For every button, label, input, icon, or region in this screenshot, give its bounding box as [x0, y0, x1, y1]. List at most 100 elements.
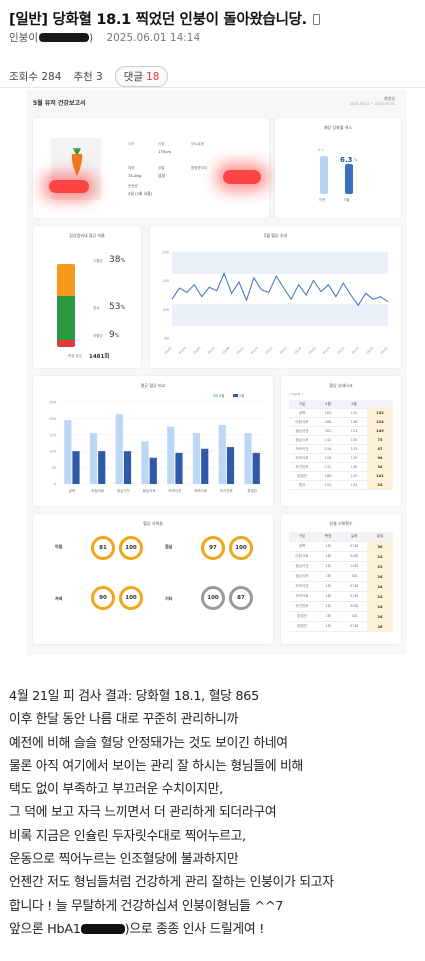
avg-x-label: 공복 — [69, 488, 76, 493]
table-cell: 133 — [350, 483, 358, 487]
avg-bar-a — [115, 414, 123, 484]
table-cell: 26 — [367, 622, 393, 631]
post-title: [일반] 당화혈 18.1 찍었던 인붕이 돌아왔습니당. — [9, 8, 320, 29]
report-title: 5월 유저 건강보고서 — [33, 100, 86, 107]
body-line: 운동으로 찍어누르는 인조혈당에 불과하지만 — [9, 852, 239, 868]
goal-title: 혈당 기록율 — [143, 521, 163, 526]
field-label-5: 당뇨유형 — [191, 142, 204, 146]
avg-bar-b — [226, 447, 235, 484]
table-row: 저녁식전 1회 31회 24 — [289, 582, 393, 592]
table-cell: 1회 — [325, 624, 331, 628]
avg-y-label: 50 — [52, 466, 56, 470]
table-cell: 24 — [367, 582, 393, 591]
table-row: 자기전후 1회 30회 24 — [289, 602, 393, 612]
table-cell: 점심식후 — [295, 574, 309, 578]
field-label-3: 성별 — [158, 166, 165, 170]
table-cell: 1회 — [325, 614, 331, 618]
goal-ring: 81 — [91, 536, 115, 560]
body-line: 그 덕에 보고 자극 느끼면서 더 관리하게 되더라구여 — [9, 805, 277, 821]
post-date: 2025.06.01 14:14 — [106, 32, 201, 44]
goal-ring: 87 — [229, 586, 253, 610]
table-cell: 점심식전 — [295, 564, 309, 568]
table-cell: 268 — [324, 420, 332, 424]
table-cell: 124 — [367, 418, 393, 426]
table-cell: 153 — [350, 429, 358, 433]
table-row: 평균 154 133 24 — [289, 481, 393, 490]
comment-count-button[interactable]: 댓글 18 — [114, 66, 169, 87]
table-row: 아침식후 268 136 124 — [289, 418, 393, 427]
trend-x-label: 05/03 — [178, 346, 187, 355]
record-card: 연결 기록횟수 구분 목표 실제 달성 공복 1회 31회 30 아침식후 1회 30회 24 점심식전… — [281, 514, 401, 644]
detail-card: 혈당 상세비교 ( mg/dL ) 구분 4월 5월 공복 164 132 132 아침식후 2… — [281, 376, 401, 506]
avg-y-label: 250 — [49, 401, 56, 405]
hba1c-title: 예상 당화혈 색소 — [323, 125, 353, 130]
table-cell: 아침식후 — [295, 419, 309, 424]
table-cell: 132 — [367, 409, 393, 417]
table-row: 저녁식후 158 139 94 — [289, 454, 393, 463]
table-cell: 아침식후 — [295, 554, 309, 558]
comment-label: 댓글 — [123, 71, 144, 83]
avg-bar-b — [123, 451, 132, 484]
profile-card: 나이 신장 175cm 체중 74.0kg 성별 남성 운동량 2일 (1회 사… — [33, 118, 269, 218]
goal-ring: 100 — [119, 586, 143, 610]
table-cell: 구분 — [298, 534, 306, 538]
table-cell: 1회 — [325, 604, 331, 608]
field-value-1: 175cm — [158, 149, 172, 154]
avg-x-label: 점심식전 — [117, 488, 130, 493]
table-cell: 구분 — [298, 401, 306, 406]
body-line: 합니다 ! 늘 무탈하게 건강하십셔 인붕이형님들 ^^7 — [9, 898, 284, 914]
post-title-text: [일반] 당화혈 18.1 찍었던 인붕이 돌아왔습니당. — [9, 12, 307, 28]
hba1c-after-value: 6.3 — [340, 156, 353, 164]
table-cell: 평균 — [298, 482, 306, 487]
table-row: 저녁식후 1회 31회 24 — [289, 592, 393, 602]
table-cell: 23 — [367, 562, 393, 571]
trend-y-label: 100 — [162, 308, 169, 312]
table-cell: 158 — [324, 447, 332, 451]
avg-bar-a — [192, 433, 201, 484]
table-cell: 자기전후 — [295, 604, 309, 608]
table-cell: 공복 — [298, 544, 306, 548]
field-label-4: 운동량 — [128, 184, 138, 188]
table-cell: 저녁식전 — [295, 446, 309, 451]
table-cell: 취침전 — [297, 624, 307, 628]
table-cell: 149 — [367, 427, 393, 435]
table-cell: 158 — [324, 456, 332, 460]
body-line: 택도 없이 부족하고 부끄러운 수치이지만, — [9, 782, 223, 798]
goal-group-label: 아침 — [55, 544, 63, 549]
avg-x-label: 자기전후 — [220, 488, 234, 493]
field-label-0: 나이 — [128, 142, 135, 146]
hba1c-before-label: 이전 — [319, 198, 326, 202]
avg-bar-b — [201, 448, 209, 484]
table-cell: 실제 — [350, 534, 358, 538]
ratio-total-label: 측정 횟수 — [68, 354, 82, 358]
avg-bar-a — [167, 426, 175, 484]
table-cell: 목표 — [324, 534, 332, 538]
table-row: 자기전후 131 148 34 — [289, 463, 393, 472]
table-cell: 141 — [367, 472, 393, 480]
trend-x-label: 05/21 — [308, 346, 317, 355]
ratio-title: 정상범위내 혈당 비율 — [69, 233, 105, 238]
table-cell: 302 — [324, 429, 332, 433]
table-row: 취침전 186 135 141 — [289, 472, 393, 481]
post-body: 4월 21일 피 검사 결과: 당화혈 18.1, 혈당 865 이후 한달 동… — [9, 685, 419, 941]
legend-a-label: 4월 — [219, 394, 225, 398]
legend-swatch-b — [233, 394, 238, 397]
table-row: 공복 164 132 132 — [289, 409, 393, 418]
hba1c-unit: % — [354, 158, 358, 162]
view-label: 조회수 — [9, 71, 38, 83]
ratio-normal-unit: % — [120, 305, 126, 311]
view-value: 284 — [41, 71, 62, 83]
table-cell — [367, 400, 393, 408]
redacted-blur-right — [223, 170, 261, 184]
table-cell: 73 — [367, 436, 393, 444]
last-prefix: 앞으론 HbA1 — [9, 921, 81, 937]
table-cell: 저녁식후 — [295, 455, 309, 460]
goal-ring: 90 — [91, 586, 115, 610]
table-cell: 135 — [350, 474, 358, 478]
table-row: 점심식전 1회 14회 23 — [289, 562, 393, 572]
table-cell: 132 — [350, 411, 358, 415]
post-meta: 인붕이) 2025.06.01 14:14 — [9, 30, 200, 45]
table-cell: 108 — [350, 438, 358, 442]
author-name[interactable]: 인붕이) — [9, 30, 93, 45]
table-cell: 저녁식후 — [295, 594, 309, 598]
